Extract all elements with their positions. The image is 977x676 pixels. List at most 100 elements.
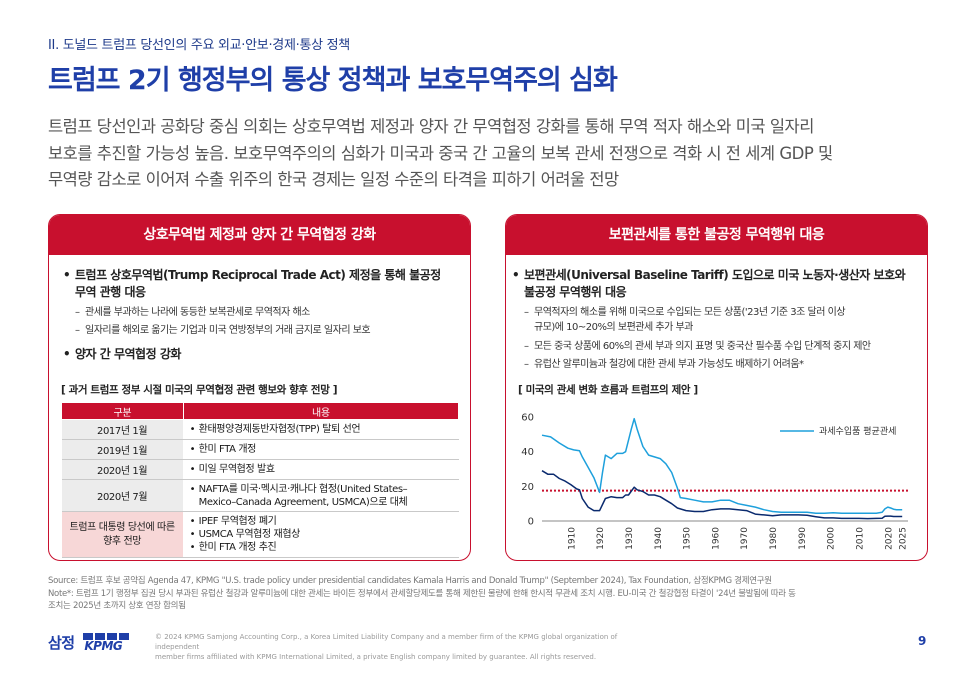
x-tick-label: 1920 [596,527,606,550]
left-panel: 상호무역법 제정과 양자 간 무역협정 강화 • 트럼프 상호무역법(Trump… [48,214,471,561]
bullet-line: 무역 관행 대응 [75,285,146,299]
x-tick-label: 1910 [567,527,577,550]
x-axis: 1910 1920 1930 1940 1950 1960 1970 1980 1990 2000… [542,520,909,550]
x-tick-label: 2000 [827,527,837,550]
copyright-text: © 2024 KPMG Samjong Accounting Corp., a … [155,632,655,662]
intro-paragraph: 트럼프 당선인과 공화당 중심 의회는 상호무역법 제정과 양자 간 무역협정 … [48,114,938,194]
sub-item-text: 관세를 부과하는 나라에 동등한 보복관세로 무역적자 해소 [85,307,310,318]
dash-icon: – [524,359,529,370]
source-text: Source: 트럼프 후보 공약집 Agenda 47, KPMG "U.S.… [48,576,772,586]
copyright-line: member firms affiliated with KPMG Intern… [155,653,597,661]
trade-agreements-table: 구분 내용 2017년 1월 • 환태평양경제동반자협정(TPP) 탈퇴 선언 2… [61,402,460,558]
table-content-cell: • NAFTA를 미국·멕시코·캐나다 협정(United States– Mexi… [183,479,459,512]
y-tick-label: 40 [521,447,534,458]
dash-icon: – [75,325,80,336]
section-label: II. 도널드 트럼프 당선인의 주요 외교·안보·경제·통상 정책 [48,38,350,53]
sub-item-text: 모든 중국 상품에 60%의 관세 부과 의지 표명 및 중국산 필수품 수입 … [534,341,871,352]
right-panel-title: 보편관세를 통한 불공정 무역행위 대응 [506,215,927,255]
table-content-cell: • IPEF 무역협정 폐기 • USMCA 무역협정 재협상 • 한미 FTA 개정… [183,511,459,558]
table-content-text: 한미 FTA 개정 [198,444,257,455]
note-text: Note*: 트럼프 1기 행정부 집권 당시 부과된 유럽산 철강과 알루미늄… [48,588,796,599]
logo-korean-text: 삼정 [48,634,75,652]
table-title: [ 과거 트럼프 정부 시절 미국의 무역협정 관련 행보와 향후 전망 ] [61,384,338,396]
table-year-cell: 2020년 7월 [61,479,184,512]
bullet-dot-icon: • [189,516,196,527]
kpmg-boxes-icon [83,633,132,640]
note-text: 조치는 2025년 초까지 상호 연장 합의됨 [48,601,186,611]
table-year-cell: 트럼프 대통령 당선에 따른 향후 전망 [61,511,184,558]
bullet-dot-icon: • [63,347,71,361]
plot-area [541,417,908,520]
table-row: 2020년 1월 • 미일 무역협정 발효 [61,459,459,480]
x-tick-label: 1960 [711,527,721,550]
page-title: 트럼프 2기 행정부의 통상 정책과 보호무역주의 심화 [48,65,618,96]
intro-line: 무역량 감소로 이어져 수출 위주의 한국 경제는 일정 수준의 타격을 피하기… [48,170,619,189]
sub-item: – 유럽산 알루미늄과 철강에 대한 관세 부과 가능성도 배제하기 어려움* [524,357,926,372]
kpmg-logo: KPMG [83,633,132,653]
table-year-cell: 2020년 1월 [61,459,184,480]
table-content-text: 한미 FTA 개정 추진 [198,542,277,553]
legend-label: 과세수입품 평균관세 [819,425,896,437]
table-content-text: Mexico–Canada Agreement, USMCA)으로 대체 [198,496,408,508]
dash-icon: – [524,341,529,352]
page-number: 9 [918,634,927,648]
copyright-line: © 2024 KPMG Samjong Accounting Corp., a … [155,633,618,651]
sub-item-text: 유럽산 알루미늄과 철강에 대한 관세 부과 가능성도 배제하기 어려움* [534,359,804,370]
table-row: 2017년 1월 • 환태평양경제동반자협정(TPP) 탈퇴 선언 [61,419,459,440]
table-year-cell: 2019년 1월 [61,439,184,460]
bullet-dot-icon: • [189,529,196,540]
x-tick-label: 1970 [740,527,750,550]
table-content-text: USMCA 무역협정 재협상 [198,529,301,540]
bullet-line: 보편관세(Universal Baseline Tariff) 도입으로 미국 … [524,268,906,282]
x-tick-label: 2020 [884,527,894,550]
series-line-0 [541,417,903,514]
samjong-logo: 삼정 KPMG [48,632,132,653]
bullet-dot-icon: • [189,444,196,455]
table-content-cell: • 미일 무역협정 발효 [183,459,459,480]
table-content-text: NAFTA를 미국·멕시코·캐나다 협정(United States– [198,483,408,495]
sub-item: – 모든 중국 상품에 60%의 관세 부과 의지 표명 및 중국산 필수품 수… [524,339,926,354]
bullet-line: 불공정 무역행위 대응 [524,285,627,299]
series-line-1 [541,470,903,520]
x-tick-label: 1980 [769,527,779,550]
bullet-line: 양자 간 무역협정 강화 [75,347,181,361]
bullet-item: • 보편관세(Universal Baseline Tariff) 도입으로 미… [512,267,926,301]
bullet-line: 트럼프 상호무역법(Trump Reciprocal Trade Act) 제정… [75,268,441,282]
x-tick-label: 2010 [856,527,866,550]
table-header-cell: 내용 [182,402,460,420]
bullet-item: • 트럼프 상호무역법(Trump Reciprocal Trade Act) … [63,267,463,301]
table-row: 2019년 1월 • 한미 FTA 개정 [61,439,459,460]
sub-item: – 무역적자의 해소를 위해 미국으로 수입되는 모든 상품('23년 기준 3… [524,305,926,335]
x-tick-label: 1950 [683,527,693,550]
table-year-text: 트럼프 대통령 당선에 따른 [69,521,176,533]
table-content-text: IPEF 무역협정 폐기 [198,516,277,527]
table-year-text: 향후 전망 [103,535,142,547]
sub-item: – 관세를 부과하는 나라에 동등한 보복관세로 무역적자 해소 [75,305,465,320]
tariff-line-chart: 0 20 40 60 1910 1920 1930 1940 1950 1960 1970 1980… [521,413,909,550]
table-row: 2020년 7월 • NAFTA를 미국·멕시코·캐나다 협정(United St… [61,479,459,512]
table-year-cell: 2017년 1월 [61,419,184,440]
bullet-dot-icon: • [189,424,196,435]
bullet-item: • 양자 간 무역협정 강화 [63,346,463,363]
dash-icon: – [75,307,80,318]
bullet-dot-icon: • [189,464,196,475]
y-axis: 0 20 40 60 [521,413,534,528]
intro-line: 보호를 추진할 가능성 높음. 보호무역주의의 심화가 미국과 중국 간 고율의… [48,143,833,163]
right-panel: 보편관세를 통한 불공정 무역행위 대응 • 보편관세(Universal Ba… [505,214,928,561]
intro-line: 트럼프 당선인과 공화당 중심 의회는 상호무역법 제정과 양자 간 무역협정 … [48,117,814,136]
table-content-text: 환태평양경제동반자협정(TPP) 탈퇴 선언 [198,424,361,435]
chart-title: [ 미국의 관세 변화 흐름과 트럼프의 제안 ] [518,384,698,396]
sub-item-text: 무역적자의 해소를 위해 미국으로 수입되는 모든 상품('23년 기준 3조 … [534,307,846,318]
y-tick-label: 60 [521,413,534,424]
bullet-dot-icon: • [189,483,196,495]
y-tick-label: 0 [528,517,534,528]
table-header-cell: 구분 [61,402,184,420]
table-row-future: 트럼프 대통령 당선에 따른 향후 전망 • IPEF 무역협정 폐기 • USMC… [61,511,459,558]
sub-item-text: 규모)에 10~20%의 보편관세 추가 부과 [534,322,693,333]
sub-item-text: 일자리를 해외로 옮기는 기업과 미국 연방정부의 거래 금지로 일자리 보호 [85,325,371,336]
x-tick-label: 2025 [899,527,909,550]
chart-legend: 과세수입품 평균관세 [780,425,896,437]
x-tick-label: 1990 [798,527,808,550]
table-header-row: 구분 내용 [61,402,460,420]
bullet-dot-icon: • [512,268,520,282]
